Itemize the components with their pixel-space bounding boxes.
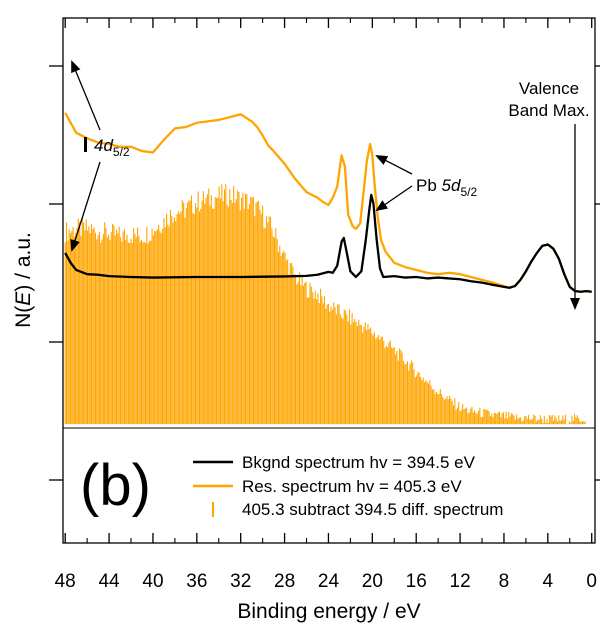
annotation-pb-arrow-upper (375, 155, 413, 175)
axis-ticks (49, 18, 600, 543)
annotation-band-max: Band Max. (508, 101, 589, 120)
annotation-pb-5d: Pb 5d5/2 (416, 176, 477, 199)
annotation-4d-marker (84, 137, 87, 152)
annotation-valence: Valence (519, 79, 579, 98)
x-tick-label: 32 (230, 571, 251, 592)
x-tick-label: 16 (406, 571, 427, 592)
legend-label-diff: 405.3 subtract 394.5 diff. spectrum (242, 500, 503, 519)
x-tick-labels: 48 44 40 36 32 28 24 20 16 12 8 4 0 (55, 571, 597, 592)
x-tick-label: 28 (274, 571, 295, 592)
annotation-4d-arrow-lower (70, 161, 101, 252)
x-tick-label: 44 (98, 571, 120, 592)
y-axis-title: N(E) / a.u. (12, 232, 35, 328)
x-tick-label: 12 (450, 571, 471, 592)
annotation-pb-arrow-lower (375, 185, 413, 212)
x-tick-label: 0 (586, 571, 597, 592)
x-tick-label: 8 (499, 571, 510, 592)
legend-label-bkgnd: Bkgnd spectrum hv = 394.5 eV (242, 453, 476, 472)
x-tick-label: 48 (55, 571, 76, 592)
x-tick-label: 24 (318, 571, 340, 592)
bkgnd-spectrum-line (64, 193, 592, 293)
annotation-4d: 4d5/2 (94, 136, 130, 159)
x-axis-title: Binding energy / eV (237, 600, 420, 623)
panel-label: (b) (80, 453, 151, 518)
x-tick-label: 20 (362, 571, 383, 592)
x-tick-label: 36 (186, 571, 207, 592)
x-tick-label: 4 (543, 571, 554, 592)
difference-spectrum-bars (64, 184, 586, 425)
annotation-4d-arrow-upper (71, 60, 101, 131)
spectrum-lines (64, 112, 592, 293)
x-tick-label: 40 (142, 571, 163, 592)
legend: Bkgnd spectrum hv = 394.5 eV Res. spectr… (193, 453, 503, 519)
legend-label-res: Res. spectrum hv = 405.3 eV (242, 477, 462, 496)
